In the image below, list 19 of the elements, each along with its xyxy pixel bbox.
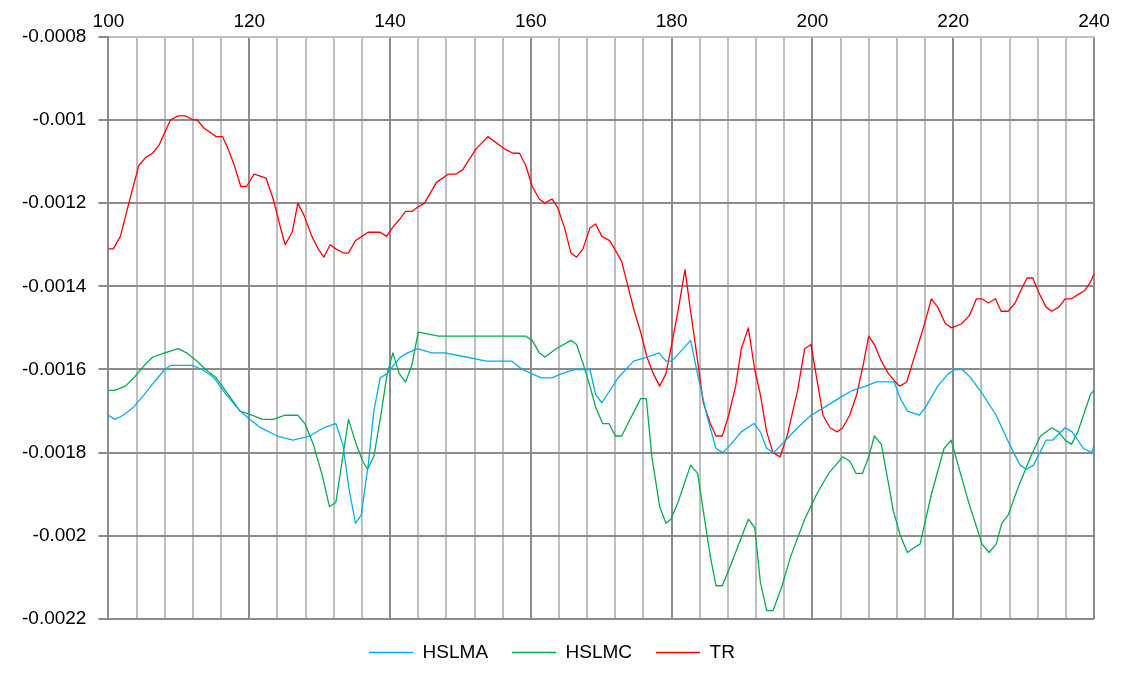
y-tick-label: -0.0022: [21, 607, 87, 629]
legend-label: HSLMA: [422, 640, 489, 662]
y-tick-label: -0.0014: [21, 274, 87, 296]
y-tick-label: -0.002: [32, 524, 87, 546]
x-tick-label: 180: [655, 9, 688, 31]
x-tick-label: 220: [937, 9, 970, 31]
x-tick-label: 100: [92, 9, 125, 31]
y-tick-label: -0.0016: [21, 357, 87, 379]
x-tick-label: 240: [1078, 9, 1110, 31]
y-tick-label: -0.0008: [21, 25, 87, 47]
y-tick-label: -0.001: [32, 108, 87, 130]
x-tick-label: 160: [514, 9, 547, 31]
legend-label: HSLMC: [565, 640, 633, 662]
x-tick-label: 200: [796, 9, 829, 31]
y-tick-label: -0.0012: [21, 191, 87, 213]
legend-label: TR: [709, 640, 735, 662]
y-tick-label: -0.0018: [21, 440, 87, 462]
x-tick-label: 140: [374, 9, 406, 31]
x-tick-label: 120: [233, 9, 266, 31]
